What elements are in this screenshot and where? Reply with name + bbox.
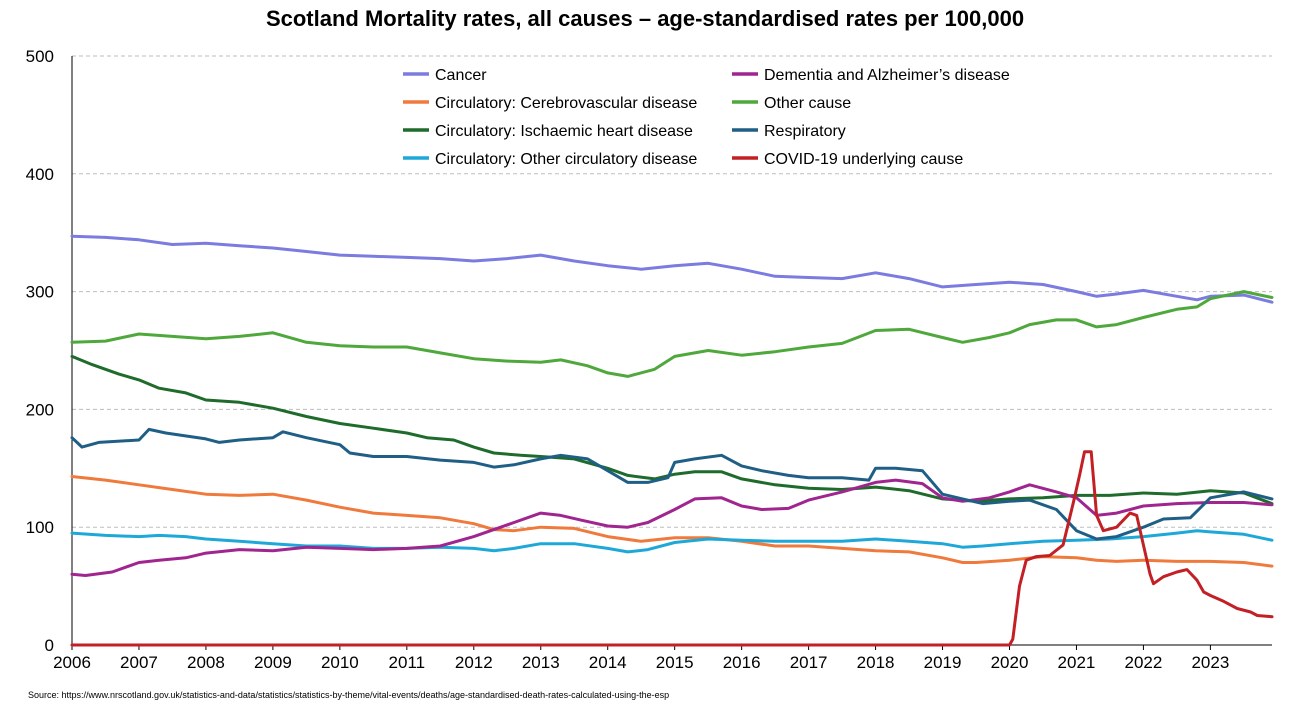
legend-label: Cancer bbox=[435, 67, 487, 84]
series-line-dementia-and-alzheimer-s-disease bbox=[70, 478, 1274, 577]
x-tick-label: 2021 bbox=[1058, 653, 1096, 672]
x-tick-label: 2023 bbox=[1191, 653, 1229, 672]
x-tick-label: 2010 bbox=[321, 653, 359, 672]
series-line-circulatory-cerebrovascular-disease bbox=[70, 475, 1274, 568]
x-tick-label: 2016 bbox=[723, 653, 761, 672]
chart-title: Scotland Mortality rates, all causes – a… bbox=[265, 6, 1025, 31]
series-line-cancer bbox=[70, 234, 1274, 304]
x-tick-label: 2008 bbox=[187, 653, 225, 672]
x-tick-label: 2006 bbox=[53, 653, 91, 672]
axes: 0 100 200 300 400 500 2006 2007 2008 2009 2010 2011… bbox=[26, 47, 1272, 672]
y-tick-label: 100 bbox=[26, 518, 54, 537]
x-tick-label: 2022 bbox=[1125, 653, 1163, 672]
y-tick-label: 500 bbox=[26, 47, 54, 66]
x-tick-label: 2007 bbox=[120, 653, 158, 672]
legend-label: Circulatory: Ischaemic heart disease bbox=[435, 123, 693, 140]
legend-label: Dementia and Alzheimer’s disease bbox=[764, 67, 1010, 84]
series-line-covid-19-underlying-cause bbox=[70, 450, 1274, 647]
x-tick-label: 2017 bbox=[790, 653, 828, 672]
series-line-respiratory bbox=[70, 427, 1274, 541]
legend-label: COVID-19 underlying cause bbox=[764, 151, 963, 168]
series-line-other-cause bbox=[70, 290, 1274, 378]
legend-label: Circulatory: Cerebrovascular disease bbox=[435, 95, 697, 112]
legend-label: Respiratory bbox=[764, 123, 846, 140]
legend-label: Circulatory: Other circulatory disease bbox=[435, 151, 697, 168]
source-note: Source: https://www.nrscotland.gov.uk/st… bbox=[28, 690, 670, 700]
y-tick-label: 200 bbox=[26, 400, 54, 419]
x-tick-label: 2015 bbox=[656, 653, 694, 672]
x-tick-label: 2012 bbox=[455, 653, 493, 672]
x-tick-label: 2011 bbox=[389, 653, 426, 672]
x-tick-label: 2018 bbox=[857, 653, 895, 672]
legend: Cancer Dementia and Alzheimer’s disease Ci… bbox=[403, 67, 1010, 168]
x-tick-label: 2013 bbox=[522, 653, 560, 672]
legend-label: Other cause bbox=[764, 95, 851, 112]
x-tick-label: 2009 bbox=[254, 653, 292, 672]
y-tick-label: 0 bbox=[45, 636, 54, 655]
x-tick-label: 2019 bbox=[924, 653, 962, 672]
y-tick-label: 400 bbox=[26, 165, 54, 184]
x-tick-label: 2020 bbox=[991, 653, 1029, 672]
series-line-circulatory-other-circulatory-disease bbox=[70, 529, 1274, 554]
x-tick-label: 2014 bbox=[589, 653, 627, 672]
series-lines bbox=[70, 234, 1274, 647]
y-tick-label: 300 bbox=[26, 283, 54, 302]
series-line-circulatory-ischaemic-heart-disease bbox=[70, 354, 1274, 506]
